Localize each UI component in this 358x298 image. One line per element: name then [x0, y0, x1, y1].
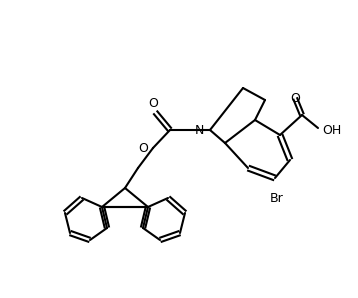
Text: O: O [148, 97, 158, 110]
Text: OH: OH [322, 123, 341, 136]
Text: O: O [290, 91, 300, 105]
Text: O: O [138, 142, 148, 154]
Text: Br: Br [270, 192, 284, 205]
Text: N: N [195, 123, 204, 136]
